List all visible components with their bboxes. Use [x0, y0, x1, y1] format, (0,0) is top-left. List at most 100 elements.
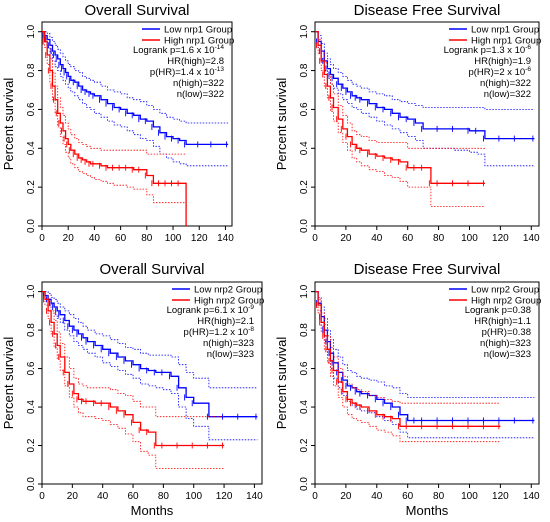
- chart-title: Overall Survival: [84, 2, 189, 19]
- stat-exponent: -6: [525, 66, 531, 73]
- stat-value: p(HR)=0.38: [482, 327, 531, 338]
- legend-label: Low nrp2 Group: [471, 285, 539, 296]
- x-tick-label: 80: [433, 233, 445, 244]
- stat-text: Logrank p=0.38: [465, 305, 531, 316]
- stat-text: p(HR)=0.38: [482, 327, 531, 338]
- x-tick-label: 40: [97, 491, 109, 502]
- stat-text: n(high)=322: [480, 78, 531, 89]
- stat-value: HR(high)=1.1: [474, 316, 531, 327]
- series-high: [315, 290, 501, 443]
- stat-text: n(low)=323: [207, 349, 254, 360]
- ci-upper-line: [315, 31, 535, 110]
- stat-text: n(high)=323: [480, 338, 531, 349]
- x-tick-label: 120: [191, 233, 208, 244]
- chart-panel-3: Overall Survival 0 20 40 60 80 100 120 140 0.0 0.2…: [1, 261, 264, 518]
- x-tick-label: 20: [67, 491, 79, 502]
- y-tick-label: 0.2: [26, 180, 37, 194]
- stat-value: HR(high)=2.8: [167, 56, 224, 67]
- x-tick-label: 100: [165, 233, 182, 244]
- chart-title: Disease Free Survival: [354, 261, 501, 278]
- ci-upper-line: [315, 31, 485, 149]
- stat-text: HR(high)=2.8: [167, 56, 224, 67]
- stat-value: n(low)=323: [484, 349, 531, 360]
- legend-label: High nrp2 Group: [194, 296, 264, 307]
- stat-exponent: -8: [248, 326, 254, 333]
- stat-text: Logrank p=1.6 x 10-14: [133, 44, 224, 56]
- stat-value: Logrank p=1.6 x 10: [133, 45, 215, 56]
- x-tick-label: 40: [371, 491, 383, 502]
- x-tick-label: 60: [402, 491, 414, 502]
- stat-value: n(low)=322: [484, 89, 531, 100]
- series-high: [42, 31, 187, 226]
- y-tick-label: 0.6: [26, 102, 37, 116]
- x-tick-label: 40: [371, 233, 383, 244]
- y-tick-label: 0.0: [299, 477, 310, 491]
- x-tick-label: 60: [402, 233, 414, 244]
- stat-text: n(low)=322: [484, 89, 531, 100]
- y-axis-label: Percent survival: [274, 78, 289, 171]
- y-tick-label: 1.0: [299, 284, 310, 298]
- ci-upper-line: [315, 291, 501, 404]
- y-tick-label: 0.4: [299, 400, 310, 414]
- survival-line: [42, 290, 225, 447]
- survival-line: [42, 290, 258, 418]
- stat-value: HR(high)=2.1: [197, 316, 254, 327]
- stat-value: Logrank p=0.38: [465, 305, 531, 316]
- stat-text: p(HR)=2 x 10-6: [468, 66, 531, 78]
- stat-text: HR(high)=2.1: [197, 316, 254, 327]
- stat-exponent: -14: [215, 44, 225, 51]
- x-tick-label: 100: [461, 233, 478, 244]
- stat-value: n(high)=323: [480, 338, 531, 349]
- legend-label: Low nrp1 Group: [471, 25, 539, 36]
- y-tick-label: 0.6: [299, 102, 310, 116]
- x-tick-label: 80: [433, 491, 445, 502]
- x-tick-label: 120: [492, 491, 509, 502]
- y-tick-label: 0.4: [26, 141, 37, 155]
- x-tick-label: 80: [141, 233, 153, 244]
- ci-lower-line: [315, 31, 535, 167]
- stat-exponent: -13: [215, 66, 225, 73]
- x-tick-label: 60: [115, 233, 127, 244]
- stat-text: Logrank p=6.1 x 10-9: [167, 304, 255, 316]
- y-tick-label: 0.8: [26, 63, 37, 77]
- y-tick-label: 0.2: [299, 438, 310, 452]
- y-axis-label: Percent survival: [274, 337, 289, 430]
- stat-value: n(high)=322: [480, 78, 531, 89]
- x-tick-label: 60: [127, 491, 139, 502]
- stat-value: p(HR)=2 x 10: [468, 67, 525, 78]
- stat-value: p(HR)=1.2 x 10: [184, 327, 249, 338]
- plot-frame: [41, 281, 263, 485]
- x-tick-label: 0: [39, 233, 45, 244]
- stat-exponent: -6: [525, 44, 531, 51]
- x-axis-label: Months: [131, 503, 174, 518]
- stat-text: n(high)=322: [173, 78, 224, 89]
- ci-lower-line: [42, 291, 225, 469]
- stat-text: p(HR)=1.4 x 10-13: [150, 66, 224, 78]
- legend-label: Low nrp2 Group: [194, 285, 262, 296]
- y-tick-label: 0.2: [299, 180, 310, 194]
- chart-title: Overall Survival: [99, 261, 204, 278]
- x-tick-label: 0: [312, 491, 318, 502]
- chart-panel-1: Overall Survival 0 20 40 60 80 100 120 140 0.0 0.2…: [1, 2, 234, 244]
- stat-value: n(low)=323: [207, 349, 254, 360]
- x-tick-label: 100: [461, 491, 478, 502]
- stat-exponent: -9: [248, 304, 254, 311]
- legend-label: High nrp2 Group: [471, 296, 541, 307]
- x-tick-label: 0: [39, 491, 45, 502]
- series-high: [42, 290, 225, 469]
- stat-value: n(high)=322: [173, 78, 224, 89]
- y-tick-label: 0.0: [299, 219, 310, 233]
- stat-value: Logrank p=6.1 x 10: [167, 305, 249, 316]
- y-tick-label: 0.8: [26, 323, 37, 337]
- stat-text: HR(high)=1.9: [474, 56, 531, 67]
- y-axis-label: Percent survival: [1, 78, 16, 171]
- x-tick-label: 0: [312, 233, 318, 244]
- y-tick-label: 0.4: [26, 400, 37, 414]
- x-tick-label: 140: [217, 233, 234, 244]
- plot-frame: [314, 281, 540, 485]
- survival-line: [315, 31, 485, 184]
- stat-text: Logrank p=1.3 x 10-6: [444, 44, 532, 56]
- stat-text: p(HR)=1.2 x 10-8: [184, 326, 255, 338]
- y-tick-label: 0.8: [299, 63, 310, 77]
